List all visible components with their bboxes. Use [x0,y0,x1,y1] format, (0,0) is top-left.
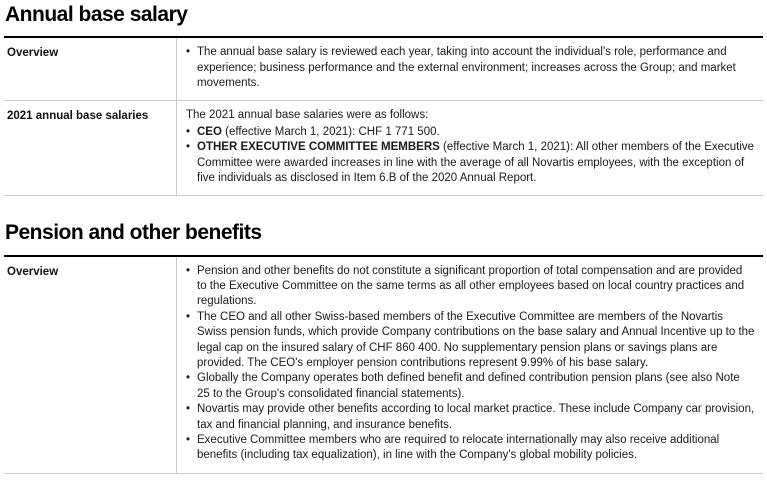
bullet-dot: • [186,264,191,277]
table-row: 2021 annual base salaries The 2021 annua… [4,101,763,197]
bullet-item: • CEO (effective March 1, 2021): CHF 1 7… [186,125,755,140]
bullet-bold-text: CEO [197,125,222,138]
section-title: Annual base salary [5,3,188,26]
table-row: Overview • Pension and other benefits do… [4,256,763,474]
bullet-item: • The CEO and all other Swiss-based memb… [186,310,755,372]
bullet-text: Executive Committee members who are requ… [197,433,755,464]
row-content: The 2021 annual base salaries were as fo… [176,101,763,196]
bullet-bold-text: OTHER EXECUTIVE COMMITTEE MEMBERS [197,141,440,154]
bullet-item: • Novartis may provide other benefits ac… [186,402,755,433]
section-pension-and-other-benefits: Pension and other benefits Overview • Pe… [4,221,763,474]
section-table: Overview • Pension and other benefits do… [4,254,763,474]
bullet-text: OTHER EXECUTIVE COMMITTEE MEMBERS (effec… [197,140,755,186]
bullet-body-text: (effective March 1, 2021): All other mem… [197,141,755,184]
bullet-dot: • [186,434,191,446]
bullet-text: The annual base salary is reviewed each … [197,45,755,91]
bullet-dot: • [186,125,191,138]
section-title: Pension and other benefits [5,221,262,245]
bullet-dot: • [186,403,191,416]
row-label: 2021 annual base salaries [7,110,149,123]
section-table: Overview • The annual base salary is rev… [4,36,763,197]
row-label: Overview [7,47,59,60]
row-content: • The annual base salary is reviewed eac… [176,38,763,101]
bullet-body-text: The CEO and all other Swiss-based member… [197,310,755,369]
bullet-item: • The annual base salary is reviewed eac… [186,45,755,91]
bullet-dot: • [186,372,191,385]
bullet-body-text: The annual base salary is reviewed each … [197,46,736,89]
bullet-dot: • [186,310,191,323]
bullet-body-text: (effective March 1, 2021): CHF 1 771 500… [221,125,440,138]
bullet-body-text: Novartis may provide other benefits acco… [197,403,755,431]
bullet-item: • Pension and other benefits do not cons… [186,264,755,310]
bullet-item: • OTHER EXECUTIVE COMMITTEE MEMBERS (eff… [186,140,755,186]
section-annual-base-salary: Annual base salary Overview • The annual… [4,3,763,197]
row-content: • Pension and other benefits do not cons… [176,256,763,473]
table-row: Overview • The annual base salary is rev… [4,38,763,102]
bullet-text: CEO (effective March 1, 2021): CHF 1 771… [197,125,755,140]
bullet-dot: • [186,141,191,154]
bullet-item: • Executive Committee members who are re… [186,433,755,464]
row-intro-text: The 2021 annual base salaries were as fo… [186,109,429,122]
bullet-text: The CEO and all other Swiss-based member… [197,310,755,372]
bullet-text: Globally the Company operates both defin… [197,371,755,402]
bullet-text: Pension and other benefits do not consti… [197,264,755,310]
bullet-body-text: Globally the Company operates both defin… [197,372,740,400]
bullet-body-text: Executive Committee members who are requ… [197,434,720,462]
bullet-item: • Globally the Company operates both def… [186,371,755,402]
bullet-body-text: Pension and other benefits do not consti… [197,264,745,308]
row-label: Overview [7,265,59,278]
bullet-text: Novartis may provide other benefits acco… [197,402,755,433]
bullet-dot: • [186,46,191,59]
